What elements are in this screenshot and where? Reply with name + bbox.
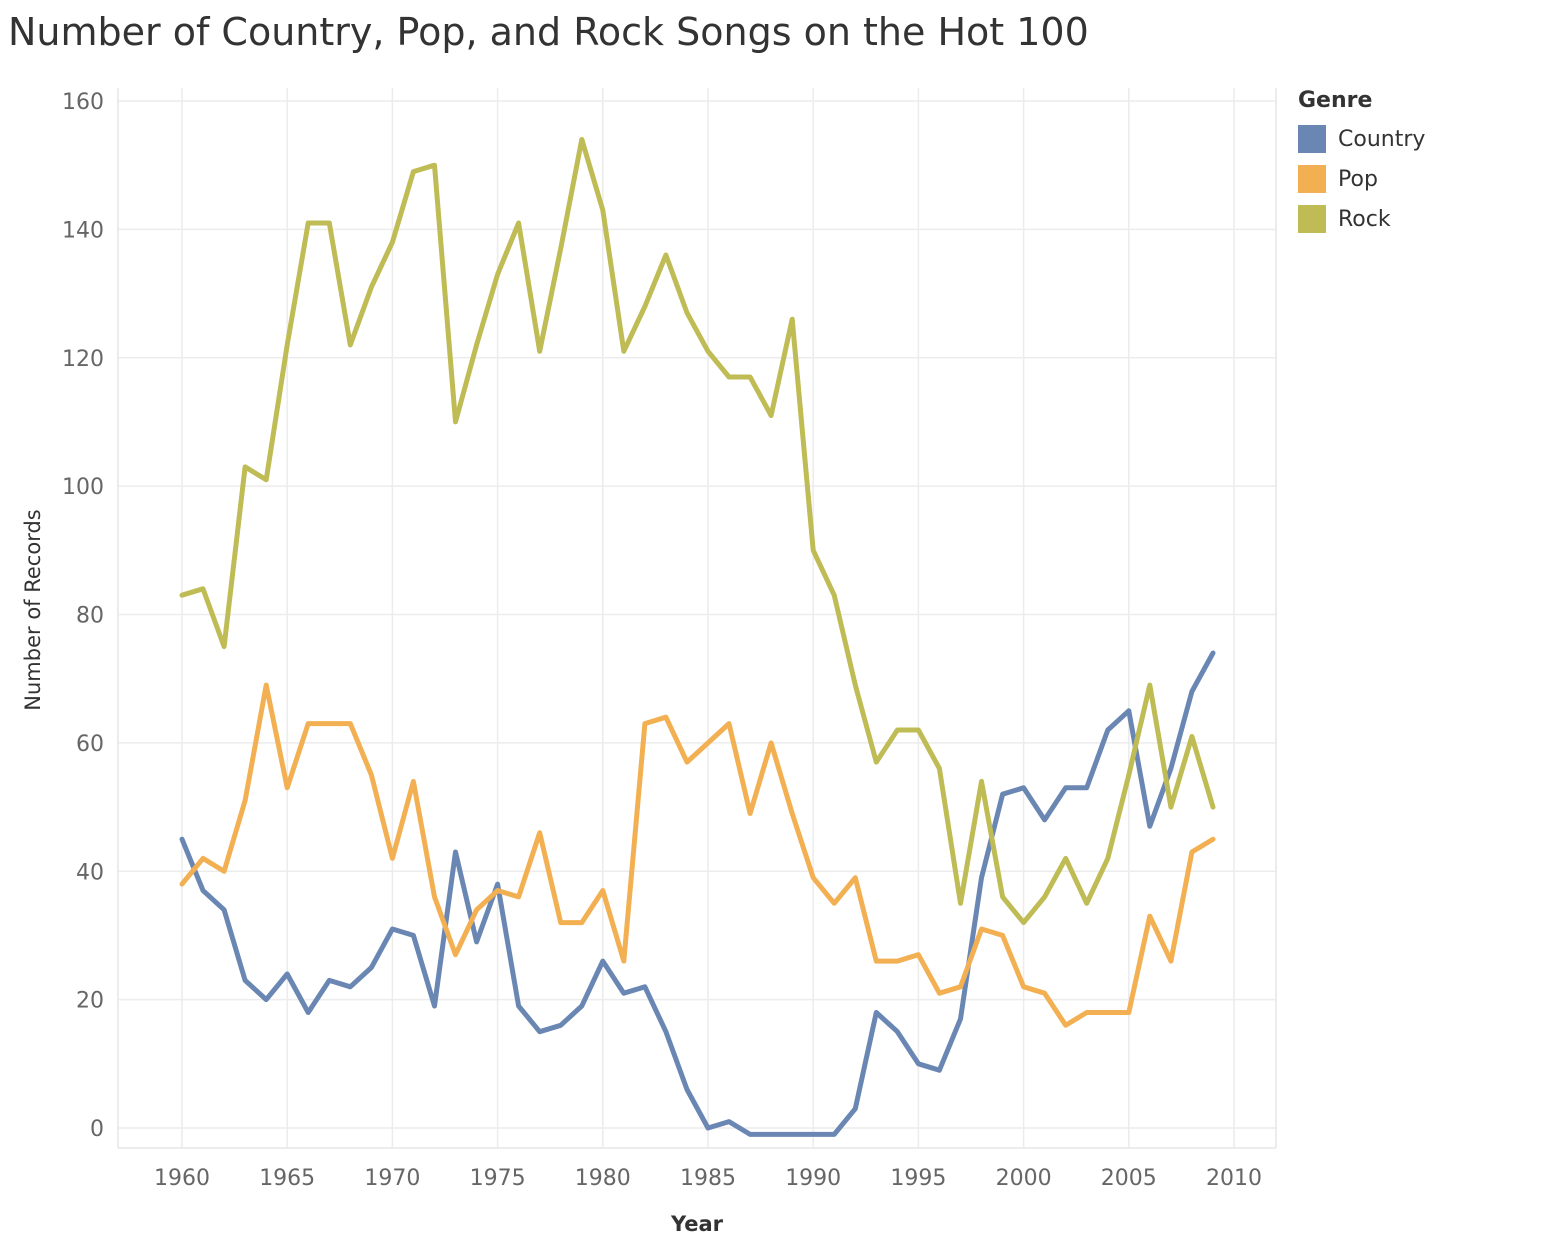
y-tick-label: 120 xyxy=(62,347,104,372)
legend-swatch xyxy=(1298,165,1326,193)
x-tick-label: 1990 xyxy=(785,1166,841,1191)
x-tick-label: 1985 xyxy=(680,1166,736,1191)
series-lines xyxy=(179,137,1216,1137)
x-tick-label: 1980 xyxy=(575,1166,631,1191)
legend-label: Country xyxy=(1338,126,1426,152)
legend-item-country: Country xyxy=(1298,119,1425,159)
legend-item-pop: Pop xyxy=(1298,159,1425,199)
y-tick-label: 40 xyxy=(76,860,104,885)
series-line-pop xyxy=(179,682,1216,1028)
chart-title: Number of Country, Pop, and Rock Songs o… xyxy=(8,10,1089,54)
x-tick-label: 1965 xyxy=(259,1166,315,1191)
gridlines xyxy=(118,88,1276,1148)
legend-item-rock: Rock xyxy=(1298,199,1425,239)
x-axis-title: Year xyxy=(670,1212,724,1236)
y-tick-label: 80 xyxy=(76,604,104,629)
y-tick-label: 20 xyxy=(76,989,104,1014)
series-line-rock xyxy=(179,137,1216,926)
y-tick-label: 160 xyxy=(62,90,104,115)
y-tick-label: 100 xyxy=(62,475,104,500)
legend-title: Genre xyxy=(1298,88,1373,113)
legend-label: Pop xyxy=(1338,166,1378,192)
x-tick-label: 2010 xyxy=(1206,1166,1262,1191)
y-tick-label: 140 xyxy=(62,218,104,243)
y-tick-label: 60 xyxy=(76,732,104,757)
x-tick-label: 2005 xyxy=(1101,1166,1157,1191)
legend-label: Rock xyxy=(1338,206,1391,232)
y-tick-label: 0 xyxy=(90,1117,104,1142)
legend-swatch xyxy=(1298,125,1326,153)
x-tick-label: 1960 xyxy=(154,1166,210,1191)
axes: 1960 1965 1970 1975 1980 1985 1990 1995 2000 2005… xyxy=(62,88,1277,1191)
series-line-country xyxy=(179,650,1216,1137)
x-tick-label: 2000 xyxy=(996,1166,1052,1191)
x-tick-label: 1995 xyxy=(890,1166,946,1191)
legend-items: Country Pop Rock xyxy=(1298,119,1425,239)
legend: Genre Country Pop Rock xyxy=(1298,88,1425,239)
legend-swatch xyxy=(1298,205,1326,233)
x-tick-label: 1975 xyxy=(470,1166,526,1191)
y-axis-title: Number of Records xyxy=(21,509,45,710)
x-tick-label: 1970 xyxy=(364,1166,420,1191)
